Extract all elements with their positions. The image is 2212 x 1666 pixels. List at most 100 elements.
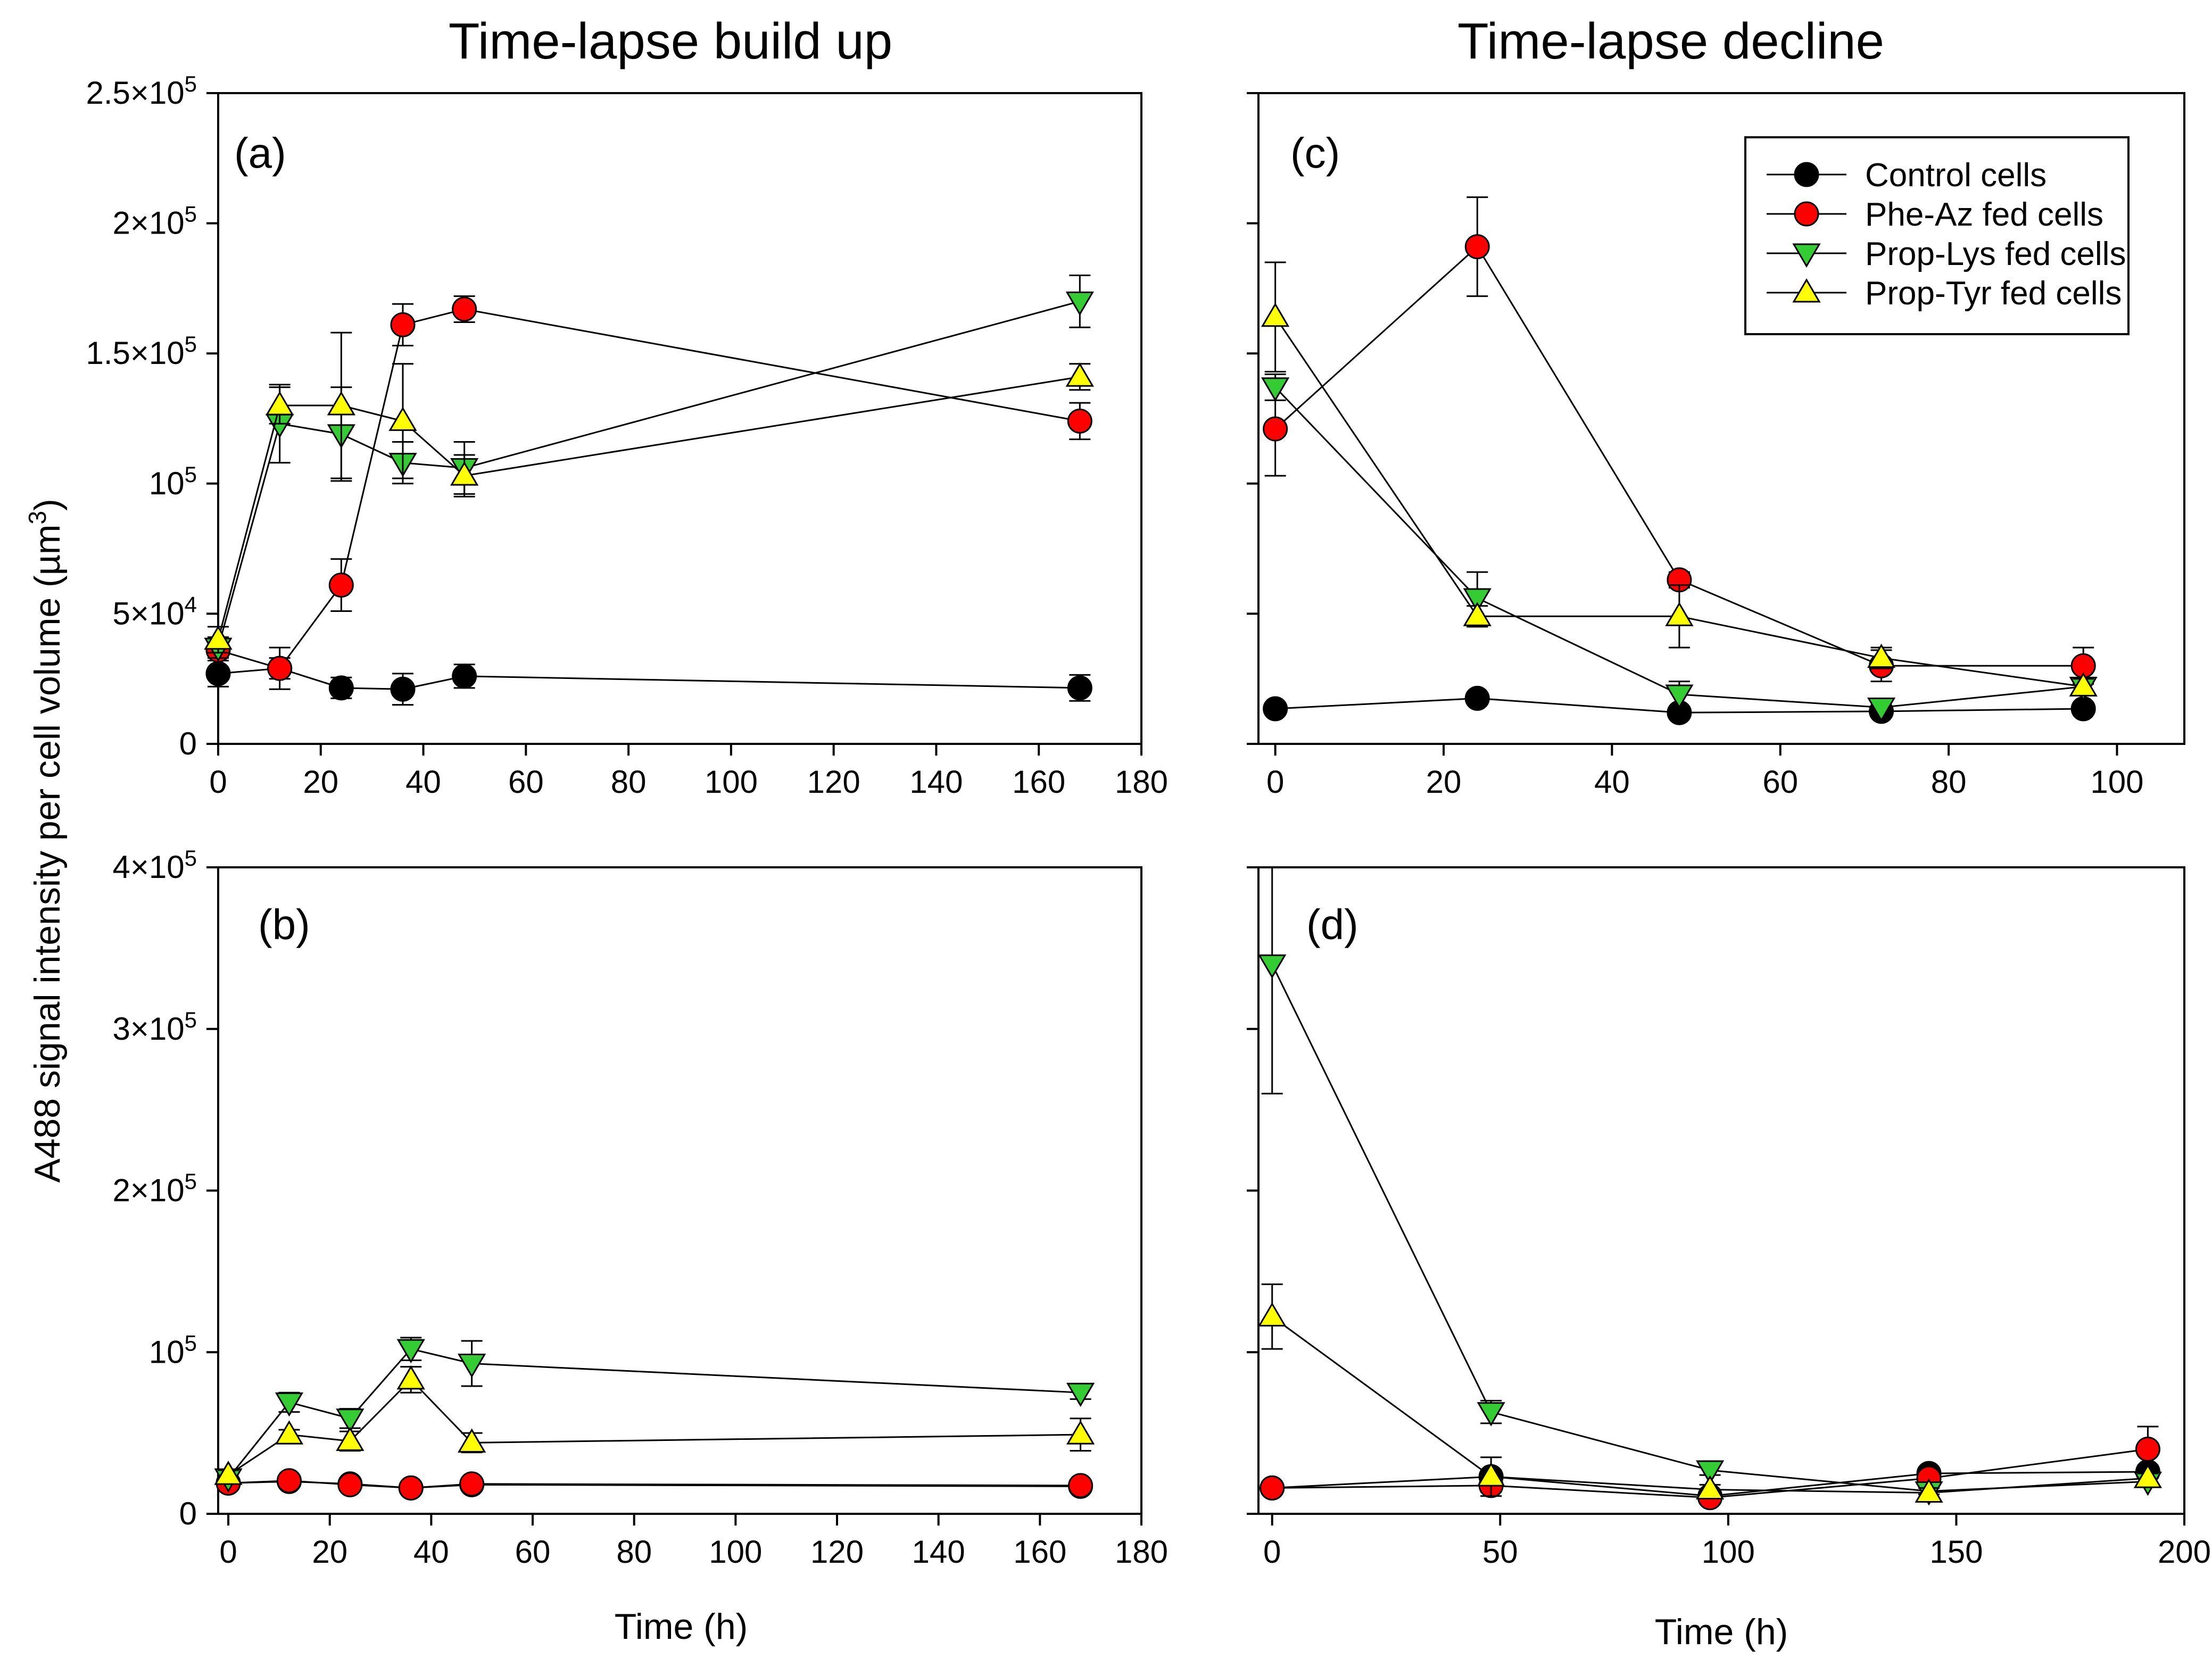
legend-entry-phe-az-fed-cells: Phe-Az fed cells	[1767, 196, 2103, 233]
data-point	[1665, 602, 1694, 626]
legend-marker	[1792, 278, 1821, 303]
series-prop-tyr-fed-cells	[1258, 1283, 2163, 1503]
data-point	[458, 1428, 486, 1453]
x-tick-label: 0	[209, 764, 227, 800]
x-tick-label: 120	[807, 764, 860, 800]
x-tick-label: 100	[709, 1534, 762, 1570]
series-line	[217, 300, 1080, 648]
x-tick-label: 0	[1263, 1534, 1281, 1570]
data-point	[458, 1354, 486, 1378]
legend-label: Phe-Az fed cells	[1865, 196, 2103, 233]
data-point	[1867, 698, 1896, 722]
panel-c: 0 20 40 60 80 100 (c)	[1247, 92, 2185, 800]
series-line	[227, 1348, 1081, 1479]
x-tick-label: 20	[312, 1534, 347, 1570]
data-point	[388, 407, 417, 431]
data-point	[390, 312, 416, 337]
x-tick-label: 100	[1702, 1534, 1755, 1570]
data-point	[450, 461, 479, 486]
legend-marker	[1794, 201, 1819, 227]
plot-frame	[1257, 866, 2185, 1515]
data-point	[459, 1471, 485, 1497]
data-point	[1065, 362, 1094, 387]
x-tick-label: 80	[616, 1534, 652, 1570]
x-tick-label: 40	[1594, 764, 1630, 800]
y-axis-title-sup: 3	[23, 511, 51, 525]
x-tick-label: 60	[515, 1534, 551, 1570]
x-tick-label: 20	[303, 764, 338, 800]
series-line	[228, 1378, 1081, 1476]
y-tick-label: 5×104	[112, 592, 197, 632]
data-point	[2069, 672, 2098, 697]
data-point	[1258, 954, 1287, 979]
y-tick-label: 105	[149, 461, 197, 501]
data-point	[1066, 1420, 1095, 1445]
data-point	[1261, 377, 1290, 402]
x-tick-label: 80	[611, 764, 647, 800]
data-point	[1067, 675, 1092, 701]
series-prop-lys-fed-cells	[1261, 373, 2098, 722]
x-tick-label: 80	[1931, 764, 1967, 800]
data-point	[398, 1475, 424, 1501]
data-point	[1258, 1302, 1287, 1327]
data-point	[275, 1420, 304, 1445]
legend-entry-control-cells: Control cells	[1767, 157, 2047, 194]
data-point	[337, 1472, 363, 1497]
left-column-title: Time-lapse build up	[449, 13, 892, 70]
y-tick-label: 105	[149, 1330, 197, 1370]
series-control-cells	[205, 656, 1092, 706]
y-tick-label: 2×105	[112, 201, 197, 241]
data-point	[214, 1461, 243, 1485]
y-tick-label: 3×105	[112, 1007, 197, 1047]
panel-label: (c)	[1290, 129, 1340, 177]
data-point	[276, 1468, 302, 1494]
data-point	[1464, 685, 1490, 711]
x-tick-label: 0	[1266, 764, 1284, 800]
y-tick-label: 4×105	[112, 846, 197, 885]
data-point	[1695, 1475, 1725, 1499]
data-point	[1463, 602, 1492, 626]
data-point	[327, 391, 355, 416]
data-point	[396, 1365, 425, 1390]
data-point	[1867, 643, 1896, 668]
x-tick-label: 40	[405, 764, 441, 800]
x-tick-label: 140	[909, 764, 963, 800]
legend-marker	[1794, 162, 1819, 187]
data-point	[1463, 588, 1492, 613]
data-point	[267, 656, 293, 681]
x-tick-label: 150	[1929, 1534, 1983, 1570]
y-tick-label: 2.5×105	[86, 71, 197, 111]
x-tick-label: 180	[1115, 1534, 1168, 1570]
data-point	[1261, 302, 1290, 327]
data-point	[1477, 1462, 1505, 1487]
data-point	[275, 1392, 304, 1417]
series-phe-az-fed-cells	[216, 1468, 1093, 1501]
data-point	[328, 573, 354, 598]
x-tick-label: 60	[508, 764, 544, 800]
plot-frame	[1257, 92, 2185, 745]
data-point	[1263, 416, 1288, 442]
series-prop-tyr-fed-cells	[1261, 261, 2098, 697]
data-point	[1068, 1473, 1093, 1498]
series-line	[1274, 386, 2084, 709]
legend-label: Prop-Tyr fed cells	[1865, 275, 2122, 312]
data-point	[336, 1408, 364, 1433]
data-point	[1260, 1475, 1285, 1501]
x-tick-label: 200	[2158, 1534, 2211, 1570]
x-axis-title-left: Time (h)	[615, 1606, 748, 1647]
series-prop-lys-fed-cells	[1258, 866, 2163, 1506]
x-tick-label: 50	[1482, 1534, 1518, 1570]
panel-b: 0 20 40 60 80 100 120 140 160 180 0 105 2×105 3×105 4×…	[112, 846, 1168, 1570]
legend-entry-prop-lys-fed-cells: Prop-Lys fed cells	[1767, 236, 2126, 272]
x-tick-label: 100	[2090, 764, 2143, 800]
y-tick-label: 1.5×105	[86, 331, 197, 371]
legend-entry-prop-tyr-fed-cells: Prop-Tyr fed cells	[1767, 275, 2122, 312]
x-tick-label: 160	[1013, 1534, 1066, 1570]
x-tick-label: 60	[1762, 764, 1798, 800]
x-tick-label: 120	[810, 1534, 864, 1570]
x-tick-label: 160	[1012, 764, 1065, 800]
data-point	[2133, 1464, 2163, 1488]
y-axis-title: A488 signal intensity per cell volume (µ…	[23, 499, 68, 1183]
